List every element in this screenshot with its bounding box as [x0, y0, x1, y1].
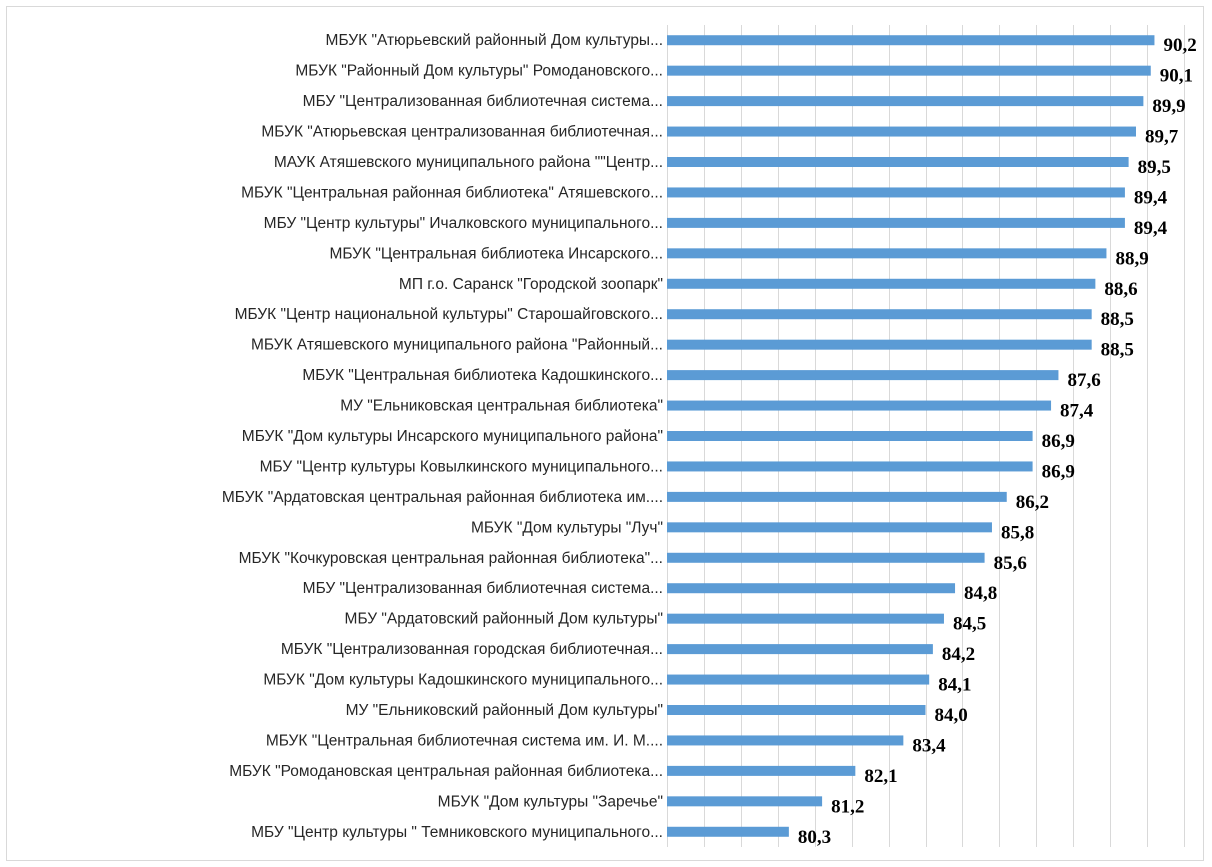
category-label: МБУ "Централизованная библиотечная систе…: [303, 580, 663, 597]
value-label: 84,2: [942, 644, 975, 665]
category-label: МП г.о. Саранск "Городской зоопарк": [399, 276, 663, 293]
category-label: МБУК "Атюрьевский районный Дом культуры.…: [326, 32, 663, 49]
bars: [667, 35, 1155, 837]
bar: [667, 126, 1136, 137]
value-label: 89,7: [1145, 127, 1179, 148]
value-label: 84,8: [964, 583, 997, 604]
category-label: МБУК "Ромодановская центральная районная…: [229, 763, 663, 780]
category-label: МБУК Атяшевского муниципального района "…: [251, 337, 663, 354]
bar: [667, 796, 823, 807]
bar: [667, 644, 933, 655]
value-label: 89,4: [1134, 187, 1168, 208]
bar: [667, 248, 1107, 259]
bar: [667, 461, 1033, 472]
category-label: МБУК "Районный Дом культуры" Ромодановск…: [295, 63, 663, 80]
value-label: 89,5: [1138, 157, 1171, 178]
chart-frame: МБУК "Атюрьевский районный Дом культуры.…: [6, 6, 1204, 861]
category-label: МБУК "Дом культуры Инсарского муниципаль…: [242, 428, 663, 445]
bar: [667, 431, 1033, 441]
value-label: 85,8: [1001, 522, 1034, 543]
bar: [667, 552, 985, 563]
bar: [667, 187, 1125, 198]
value-label: 84,5: [953, 614, 986, 635]
value-label: 84,1: [938, 675, 971, 696]
category-label: МБУК "Кочкуровская центральная районная …: [239, 550, 663, 567]
value-label: 84,0: [935, 705, 968, 726]
bar: [667, 339, 1092, 350]
value-label: 86,9: [1042, 431, 1075, 452]
value-label: 88,6: [1104, 279, 1137, 300]
bar: [667, 400, 1052, 411]
value-labels: 90,2 90,1 89,9 89,7 89,5 89,4 89,4 88,9 88,6 88,5…: [798, 35, 1197, 848]
bar: [667, 705, 926, 715]
value-label: 87,6: [1067, 370, 1100, 391]
category-label: МУ "Ельниковская центральная библиотека": [340, 398, 663, 415]
category-label: МБУК "Ардатовская центральная районная б…: [222, 489, 663, 506]
value-label: 90,1: [1160, 66, 1193, 87]
category-label: МБУ "Централизованная библиотечная систе…: [303, 93, 663, 110]
value-label: 90,2: [1163, 35, 1196, 56]
category-label: МБУК "Центральная районная библиотека" А…: [241, 184, 663, 201]
value-label: 83,4: [912, 735, 946, 756]
value-label: 81,2: [831, 796, 864, 817]
bar: [667, 96, 1144, 107]
value-label: 86,2: [1016, 492, 1049, 513]
bar: [667, 278, 1096, 289]
category-label: МБУК "Центральная библиотека Инсарского.…: [329, 245, 663, 262]
bar: [667, 157, 1129, 167]
category-label: МАУК Атяшевского муниципального района "…: [274, 154, 663, 171]
bar: [667, 674, 930, 685]
category-label: МБУ "Центр культуры" Ичалковского муници…: [264, 215, 663, 232]
value-label: 87,4: [1060, 401, 1094, 422]
category-label: МБУК "Дом культуры "Заречье": [438, 793, 663, 810]
value-label: 89,4: [1134, 218, 1168, 239]
category-label: МБУК "Атюрьевская централизованная библи…: [261, 124, 663, 141]
bar: [667, 309, 1092, 320]
bar: [667, 35, 1155, 46]
category-labels: МБУК "Атюрьевский районный Дом культуры.…: [222, 32, 663, 841]
value-label: 82,1: [864, 766, 897, 787]
category-label: МБУ "Центр культуры Ковылкинского муници…: [260, 458, 663, 475]
value-label: 80,3: [798, 827, 831, 848]
value-label: 85,6: [994, 553, 1027, 574]
category-label: МБУК "Центральная библиотека Кадошкинско…: [302, 367, 663, 384]
category-label: МБУК "Централизованная городская библиот…: [281, 641, 663, 658]
bar-chart: МБУК "Атюрьевский районный Дом культуры.…: [222, 25, 1197, 848]
value-label: 86,9: [1042, 461, 1075, 482]
category-label: МБУ "Центр культуры " Темниковского муни…: [251, 824, 663, 841]
category-label: МБУК "Дом культуры Кадошкинского муницип…: [263, 672, 663, 689]
bar: [667, 491, 1007, 502]
bar: [667, 583, 956, 594]
category-label: МУ "Ельниковский районный Дом культуры": [346, 702, 663, 719]
bar: [667, 65, 1151, 76]
value-label: 89,9: [1152, 96, 1185, 117]
bar: [667, 613, 944, 624]
value-label: 88,9: [1115, 248, 1148, 269]
category-label: МБУ "Ардатовский районный Дом культуры": [345, 611, 663, 628]
bar: [667, 735, 904, 746]
value-label: 88,5: [1101, 309, 1134, 330]
category-label: МБУК "Дом культуры "Луч": [471, 519, 663, 536]
bar: [667, 217, 1125, 228]
bar: [667, 522, 992, 533]
bar: [667, 370, 1059, 381]
value-label: 88,5: [1101, 340, 1134, 361]
bar: [667, 826, 789, 837]
bar: [667, 765, 856, 776]
category-label: МБУК "Центральная библиотечная система и…: [266, 732, 663, 749]
category-label: МБУК "Центр национальной культуры" Старо…: [235, 306, 663, 323]
